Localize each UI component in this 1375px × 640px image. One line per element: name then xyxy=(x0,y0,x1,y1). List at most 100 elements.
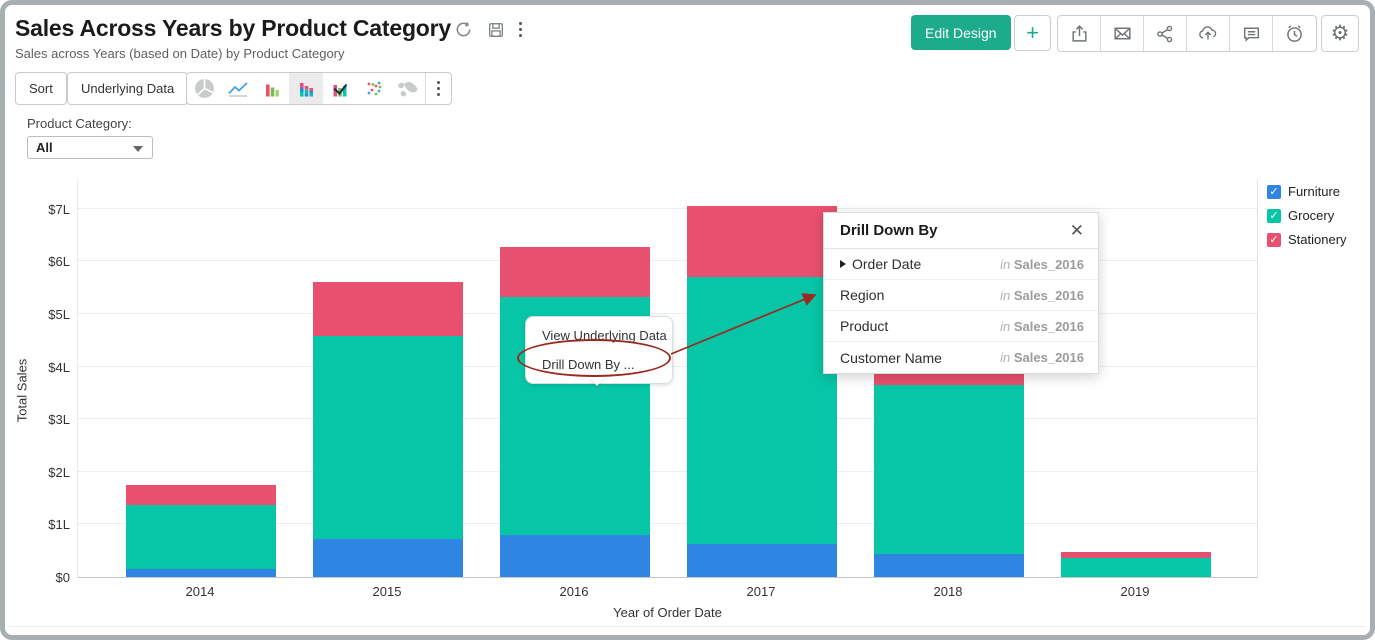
scatter-icon xyxy=(363,79,385,99)
chevron-down-icon xyxy=(133,146,143,152)
bar-segment-2018-furniture[interactable] xyxy=(874,553,1024,577)
gridline xyxy=(78,470,1257,472)
header-action-group xyxy=(1057,15,1317,52)
bar-segment-2017-furniture[interactable] xyxy=(687,543,837,577)
x-axis-title: Year of Order Date xyxy=(613,605,722,620)
chart-type-bar[interactable] xyxy=(255,73,289,104)
product-category-select[interactable]: All xyxy=(27,136,153,159)
bar-segment-2016-furniture[interactable] xyxy=(500,534,650,577)
option-source: in Sales_2016 xyxy=(1000,350,1084,365)
x-tick-label: 2015 xyxy=(372,584,402,599)
context-menu-item[interactable]: Drill Down By ... xyxy=(542,357,635,372)
gridline xyxy=(78,207,1257,209)
more-options-icon[interactable] xyxy=(519,22,522,37)
gridline xyxy=(78,260,1257,262)
page-subtitle: Sales across Years (based on Date) by Pr… xyxy=(15,46,345,61)
publish-button[interactable] xyxy=(1187,16,1230,51)
chart-type-scatter[interactable] xyxy=(357,73,391,104)
drill-down-option-product[interactable]: Product in Sales_2016 xyxy=(824,311,1098,342)
more-chart-types-icon[interactable] xyxy=(425,73,451,104)
bar-segment-2015-furniture[interactable] xyxy=(313,539,463,577)
underlying-data-button[interactable]: Underlying Data xyxy=(67,72,189,105)
x-tick-label: 2018 xyxy=(933,584,963,599)
email-button[interactable] xyxy=(1101,16,1144,51)
x-tick-label: 2016 xyxy=(559,584,589,599)
bar-segment-2018-grocery[interactable] xyxy=(874,385,1024,554)
settings-button[interactable]: ⚙ xyxy=(1321,15,1359,52)
legend-item-furniture[interactable]: ✓ Furniture xyxy=(1267,184,1347,199)
legend-checkbox[interactable]: ✓ xyxy=(1267,208,1281,223)
stacked-bar-icon xyxy=(296,79,317,99)
close-icon[interactable]: ✕ xyxy=(1069,220,1084,240)
legend-item-grocery[interactable]: ✓ Grocery xyxy=(1267,208,1347,223)
gridline xyxy=(78,523,1257,525)
drill-down-option-region[interactable]: Region in Sales_2016 xyxy=(824,280,1098,311)
x-tick-label: 2017 xyxy=(746,584,776,599)
reminder-icon xyxy=(1284,23,1305,44)
bar-segment-2014-grocery[interactable] xyxy=(126,504,276,570)
edit-design-button[interactable]: Edit Design xyxy=(911,15,1011,50)
bar-segment-2017-grocery[interactable] xyxy=(687,277,837,544)
refresh-icon[interactable] xyxy=(454,20,473,39)
y-tick-label: $4L xyxy=(48,359,70,375)
email-icon xyxy=(1112,23,1133,44)
chart-type-combo[interactable] xyxy=(323,73,357,104)
option-label: Product xyxy=(840,318,889,334)
bar-segment-2016-stationery[interactable] xyxy=(500,247,650,298)
save-icon[interactable] xyxy=(487,21,505,39)
selected-filter-value: All xyxy=(36,140,53,155)
drill-down-options: Order Date in Sales_2016 Region in Sales_20… xyxy=(824,249,1098,373)
bar-segment-2015-grocery[interactable] xyxy=(313,336,463,540)
sort-button[interactable]: Sort xyxy=(15,72,67,105)
chart-type-stacked-bar[interactable] xyxy=(289,73,323,104)
bar-segment-2019-grocery[interactable] xyxy=(1061,558,1211,577)
option-label: Customer Name xyxy=(840,349,942,366)
export-button[interactable] xyxy=(1058,16,1101,51)
y-tick-label: $0 xyxy=(55,570,70,585)
share-button[interactable] xyxy=(1144,16,1187,51)
bar-segment-2014-stationery[interactable] xyxy=(126,484,276,505)
legend-checkbox[interactable]: ✓ xyxy=(1267,232,1281,247)
y-tick-label: $3L xyxy=(48,412,70,428)
gear-icon: ⚙ xyxy=(1330,22,1350,45)
context-menu-pointer xyxy=(589,377,605,386)
legend-label: Furniture xyxy=(1288,184,1341,199)
comment-icon xyxy=(1241,23,1262,44)
bar-segment-2017-stationery[interactable] xyxy=(687,206,837,278)
drill-down-option-order-date[interactable]: Order Date in Sales_2016 xyxy=(824,249,1098,280)
legend-label: Grocery xyxy=(1288,208,1335,223)
title-actions xyxy=(454,20,522,39)
context-menu-item[interactable]: View Underlying Data xyxy=(542,328,667,343)
line-icon xyxy=(226,79,250,99)
bar-segment-2019-stationery[interactable] xyxy=(1061,552,1211,559)
drill-down-option-customer-name[interactable]: Customer Name in Sales_2016 xyxy=(824,342,1098,373)
gridline xyxy=(78,313,1257,314)
bar-segment-2014-furniture[interactable] xyxy=(126,569,276,577)
chart-type-map[interactable] xyxy=(391,73,425,104)
chart-type-toolbar xyxy=(186,72,452,105)
pie-icon xyxy=(193,77,216,100)
legend-checkbox[interactable]: ✓ xyxy=(1267,184,1281,199)
add-button[interactable]: + xyxy=(1014,15,1051,51)
popup-title: Drill Down By xyxy=(840,222,938,239)
chart-type-pie[interactable] xyxy=(187,73,221,104)
comment-button[interactable] xyxy=(1230,16,1273,51)
bar-segment-2018-stationery[interactable] xyxy=(874,372,1024,386)
reminder-button[interactable] xyxy=(1273,16,1316,51)
x-tick-label: 2019 xyxy=(1120,584,1150,599)
export-icon xyxy=(1069,23,1090,44)
combo-icon xyxy=(329,79,351,99)
legend-label: Stationery xyxy=(1288,232,1347,247)
y-tick-label: $1L xyxy=(48,517,70,533)
legend-item-stationery[interactable]: ✓ Stationery xyxy=(1267,232,1347,247)
option-source: in Sales_2016 xyxy=(1000,287,1084,303)
chart-type-line[interactable] xyxy=(221,73,255,104)
bar-icon xyxy=(262,79,283,99)
publish-icon xyxy=(1197,23,1219,45)
x-tick-label: 2014 xyxy=(185,584,215,599)
y-tick-label: $5L xyxy=(48,307,70,322)
bar-segment-2015-stationery[interactable] xyxy=(313,281,463,337)
option-source: in Sales_2016 xyxy=(1000,318,1084,334)
page-title: Sales Across Years by Product Category xyxy=(15,15,451,41)
